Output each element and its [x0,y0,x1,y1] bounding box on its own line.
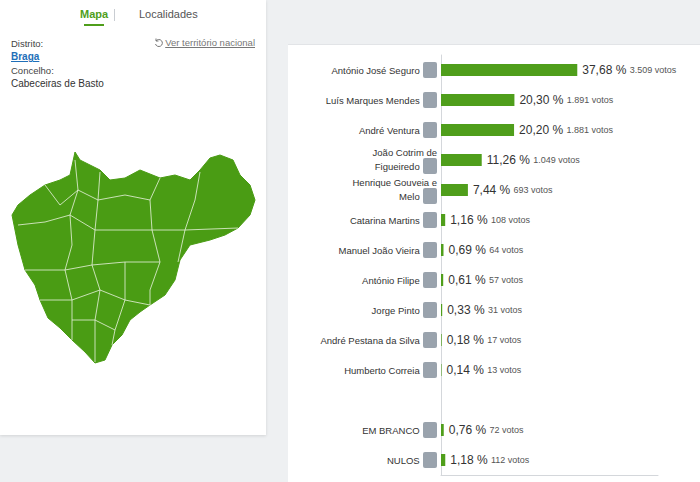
svg-text:13 votos: 13 votos [487,365,522,375]
svg-text:31 votos: 31 votos [488,305,523,315]
svg-text:Melo: Melo [399,191,420,202]
html-text:Distrito:: Distrito: [11,38,44,49]
svg-text:Jorge Pinto: Jorge Pinto [372,305,420,316]
svg-text:0,33 %: 0,33 % [447,303,485,317]
html-text:Localidades: Localidades [139,8,198,20]
svg-text:0,76 %: 0,76 % [449,423,487,437]
svg-text:Manuel João Vieira: Manuel João Vieira [339,245,421,256]
svg-text:EM BRANCO: EM BRANCO [362,425,420,436]
svg-text:108 votos: 108 votos [491,215,531,225]
svg-text:António José Seguro: António José Seguro [331,65,419,76]
svg-text:11,26 %: 11,26 % [487,153,530,167]
svg-text:Humberto Correia: Humberto Correia [344,365,420,376]
svg-text:3.509 votos: 3.509 votos [630,65,677,75]
html-text:Cabeceiras de Basto: Cabeceiras de Basto [11,78,104,89]
html-text:Concelho:: Concelho: [11,65,54,76]
svg-text:1.891 votos: 1.891 votos [567,95,614,105]
svg-text:20,30 %: 20,30 % [519,93,563,107]
svg-text:693 votos: 693 votos [514,185,554,195]
svg-text:André Ventura: André Ventura [359,125,420,136]
svg-text:57 votos: 57 votos [489,275,524,285]
svg-text:André Pestana da Silva: André Pestana da Silva [320,335,420,346]
svg-text:72 votos: 72 votos [489,425,524,435]
svg-text:37,68 %: 37,68 % [582,63,626,77]
svg-text:0,61 %: 0,61 % [448,273,486,287]
svg-text:Figueiredo: Figueiredo [375,161,420,172]
svg-text:7,44 %: 7,44 % [473,183,511,197]
svg-text:0,18 %: 0,18 % [447,333,485,347]
svg-text:112 votos: 112 votos [491,455,530,465]
svg-text:Henrique Gouveia e: Henrique Gouveia e [353,177,438,188]
svg-text:64 votos: 64 votos [489,245,524,255]
svg-text:17 votos: 17 votos [487,335,522,345]
svg-text:Luís Marques Mendes: Luís Marques Mendes [326,95,420,106]
svg-text:NULOS: NULOS [387,455,420,466]
html-text:Ver território nacional: Ver território nacional [165,37,255,48]
svg-text:António Filipe: António Filipe [362,275,420,286]
html-text:Braga: Braga [11,51,40,62]
svg-text:0,14 %: 0,14 % [447,363,485,377]
svg-text:20,20 %: 20,20 % [519,123,563,137]
svg-text:João Cotrim de: João Cotrim de [373,147,437,158]
svg-text:1.049 votos: 1.049 votos [533,155,580,165]
svg-text:0,69 %: 0,69 % [448,243,486,257]
svg-text:1,18 %: 1,18 % [450,453,488,467]
svg-text:1,16 %: 1,16 % [450,213,488,227]
svg-text:Catarina Martins: Catarina Martins [350,215,420,226]
html-text:Mapa: Mapa [80,8,109,20]
svg-text:1.881 votos: 1.881 votos [566,125,613,135]
